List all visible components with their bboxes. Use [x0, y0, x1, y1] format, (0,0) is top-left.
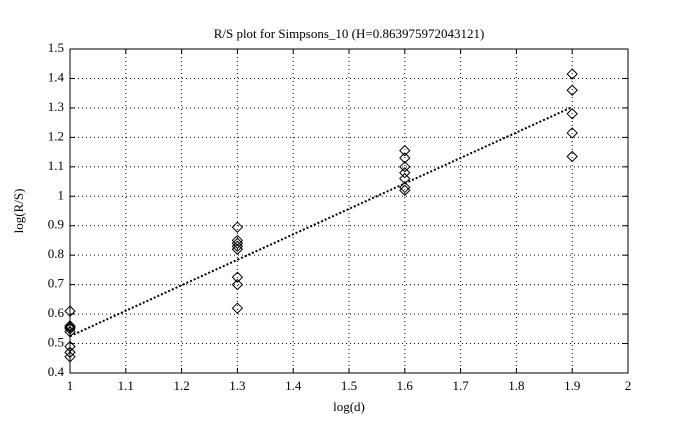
point [64, 326, 76, 338]
x-axis-label: log(d) [333, 399, 365, 414]
point [231, 234, 244, 247]
point [399, 161, 411, 173]
point [399, 152, 411, 164]
x-tick-label: 1.7 [452, 378, 469, 393]
point [566, 84, 578, 96]
point [399, 167, 411, 179]
point [231, 278, 244, 291]
point [64, 346, 76, 359]
point [399, 181, 411, 194]
x-tick-label: 2 [625, 378, 632, 393]
y-tick-label: 1.4 [48, 69, 65, 84]
y-tick-label: 0.7 [48, 276, 65, 291]
point [399, 172, 411, 185]
point [566, 150, 578, 163]
point [64, 321, 76, 334]
x-tick-label: 1 [67, 378, 74, 393]
point [566, 108, 578, 120]
y-tick-label: 0.4 [48, 364, 65, 379]
y-tick-label: 1 [58, 187, 65, 202]
x-tick-label: 1.9 [564, 378, 580, 393]
point [231, 221, 244, 233]
point [64, 323, 76, 335]
x-tick-label: 1.4 [285, 378, 302, 393]
point [399, 184, 411, 197]
y-tick-label: 1.3 [48, 99, 64, 114]
x-tick-label: 1.8 [508, 378, 524, 393]
point [231, 240, 244, 253]
point [566, 68, 578, 80]
point [64, 351, 76, 363]
y-axis-label: log(R/S) [11, 189, 26, 234]
y-tick-label: 1.2 [48, 128, 64, 143]
point [399, 144, 411, 157]
point [231, 302, 244, 314]
point [231, 271, 244, 283]
y-tick-label: 1.1 [48, 158, 64, 173]
y-tick-label: 0.8 [48, 246, 64, 261]
point [566, 127, 578, 139]
y-tick-label: 0.9 [48, 217, 64, 232]
y-tick-label: 0.6 [48, 305, 65, 320]
point [231, 243, 244, 255]
x-tick-label: 1.6 [397, 378, 414, 393]
y-tick-label: 1.5 [48, 40, 64, 55]
plot-frame [69, 48, 629, 374]
x-tick-label: 1.2 [173, 378, 189, 393]
fit-line [69, 106, 573, 338]
point [64, 320, 76, 332]
x-tick-label: 1.5 [341, 378, 357, 393]
x-tick-label: 1.3 [229, 378, 245, 393]
x-tick-label: 1.1 [118, 378, 134, 393]
point [64, 305, 76, 317]
y-tick-label: 0.5 [48, 335, 64, 350]
chart-title: R/S plot for Simpsons_10 (H=0.8639759720… [214, 26, 485, 41]
point [231, 237, 244, 250]
